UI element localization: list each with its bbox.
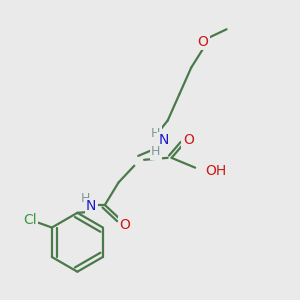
Text: H: H	[151, 127, 160, 140]
Text: H: H	[151, 146, 160, 158]
Text: O: O	[119, 218, 130, 232]
Text: OH: OH	[205, 164, 226, 178]
Text: O: O	[198, 35, 208, 49]
Text: Cl: Cl	[23, 213, 37, 227]
Text: O: O	[183, 133, 194, 147]
Text: H: H	[80, 192, 90, 205]
Text: N: N	[159, 133, 169, 147]
Text: N: N	[86, 199, 96, 213]
